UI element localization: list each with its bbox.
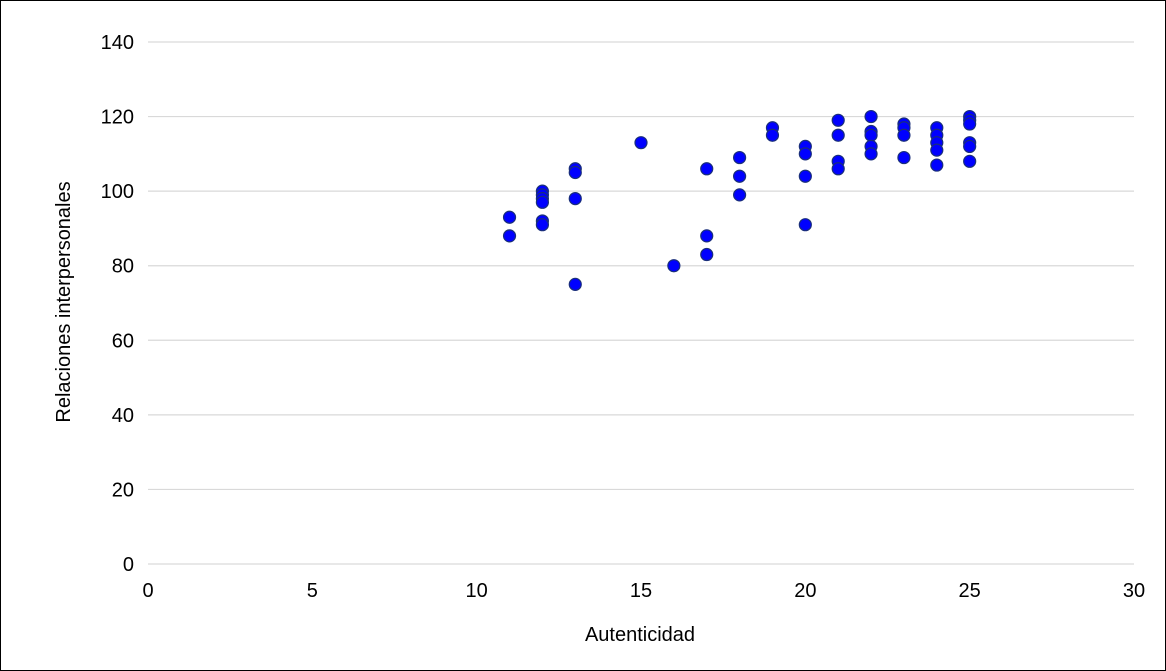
data-point <box>700 247 714 262</box>
data-point <box>831 162 845 176</box>
data-point <box>864 147 878 161</box>
data-point <box>732 188 747 202</box>
y-tick-label: 100 <box>101 181 134 203</box>
data-point <box>831 113 845 127</box>
x-tick-label: 25 <box>959 580 981 602</box>
data-point <box>831 128 845 142</box>
x-tick-label: 10 <box>466 580 488 602</box>
data-point <box>535 218 550 232</box>
gridlines <box>148 41 1134 491</box>
data-points <box>502 109 977 291</box>
data-point <box>930 143 944 157</box>
data-point <box>963 154 977 168</box>
data-point <box>502 210 517 224</box>
data-point <box>963 117 977 131</box>
y-tick-label: 140 <box>101 32 134 54</box>
y-tick-label: 0 <box>123 554 134 576</box>
data-point <box>798 218 812 232</box>
data-point <box>864 109 878 124</box>
y-tick-label: 40 <box>112 405 134 427</box>
data-point <box>502 229 517 243</box>
data-point <box>798 147 812 161</box>
data-point <box>930 158 944 172</box>
data-point <box>897 128 911 142</box>
data-point <box>700 229 714 243</box>
x-tick-label: 30 <box>1123 580 1145 602</box>
y-tick-label: 60 <box>112 330 134 352</box>
data-point <box>897 150 911 165</box>
y-tick-label: 20 <box>112 479 134 501</box>
y-axis-title: Relaciones interpersonales <box>53 181 75 422</box>
data-point <box>634 136 648 150</box>
data-point <box>798 169 812 183</box>
data-point <box>667 259 681 273</box>
x-tick-label: 20 <box>794 580 816 602</box>
data-point <box>765 128 780 142</box>
x-axis-ticks: 0 5 10 15 20 25 30 <box>142 580 1145 602</box>
x-axis-title: Autenticidad <box>585 624 695 646</box>
data-point <box>963 139 977 153</box>
x-tick-label: 0 <box>142 580 153 602</box>
data-point <box>700 162 714 176</box>
data-point <box>535 195 550 209</box>
data-point <box>568 277 582 291</box>
data-point <box>568 192 582 206</box>
data-point <box>864 128 878 142</box>
data-point <box>732 150 747 165</box>
y-axis-ticks: 0 20 40 60 80 100 120 140 <box>101 32 134 576</box>
y-tick-label: 120 <box>101 107 134 129</box>
data-point <box>568 165 582 180</box>
x-tick-label: 15 <box>630 580 652 602</box>
y-tick-label: 80 <box>112 256 134 278</box>
data-point <box>732 169 747 183</box>
x-tick-label: 5 <box>307 580 318 602</box>
